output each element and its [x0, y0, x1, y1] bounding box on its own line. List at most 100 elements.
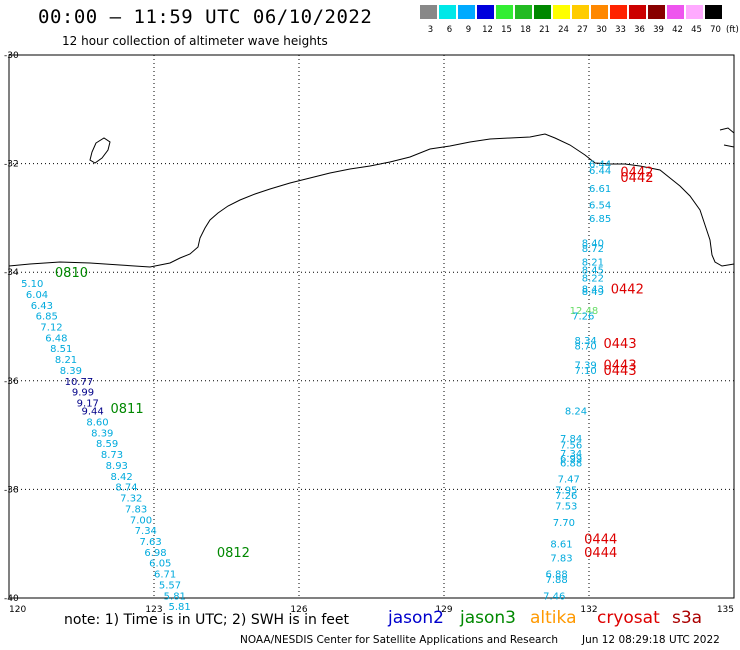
swh-value-label: 7.88 — [546, 575, 568, 586]
pass-time-label: 0810 — [55, 266, 88, 281]
color-swatch — [439, 5, 456, 19]
swh-value-label: 6.48 — [45, 333, 67, 344]
swh-value-label: 6.61 — [589, 184, 611, 195]
color-scale-unit: (ft) — [726, 25, 739, 35]
pass-time-label: 0811 — [111, 402, 144, 417]
swh-value-label: 9.44 — [82, 407, 104, 418]
swh-value-label: 8.39 — [60, 366, 82, 377]
swh-value-label: 6.85 — [589, 214, 611, 225]
color-swatch — [496, 5, 513, 19]
pass-time-label: 0442 — [620, 171, 653, 186]
swh-value-label: 7.63 — [140, 537, 162, 548]
swh-value-label: 8.72 — [582, 244, 604, 255]
color-swatch — [477, 5, 494, 19]
swh-value-label: 7.83 — [125, 504, 147, 515]
swh-value-label: 8.24 — [565, 407, 587, 418]
swh-value-label: 6.98 — [144, 548, 166, 559]
color-swatch — [458, 5, 475, 19]
swh-value-label: 7.34 — [560, 449, 582, 460]
swh-value-label: 7.34 — [135, 526, 157, 537]
swh-value-label: 6.88 — [560, 458, 582, 469]
legend-cryosat: cryosat — [597, 608, 660, 628]
pass-time-label: 0442 — [611, 282, 644, 297]
color-tick-label: 9 — [465, 25, 472, 35]
coastline-northeast — [719, 127, 735, 148]
swh-value-label: 7.84 — [560, 434, 582, 445]
color-tick-label: 33 — [615, 25, 626, 35]
swh-value-label: 7.00 — [130, 515, 152, 526]
color-tick-label: 27 — [577, 25, 588, 35]
swh-value-label: 7.39 — [575, 361, 597, 372]
swh-value-label: 6.04 — [26, 290, 48, 301]
swh-value-label: 8.60 — [86, 418, 108, 429]
swh-value-label: 5.10 — [21, 279, 43, 290]
color-tick-label: 30 — [596, 25, 607, 35]
generated-timestamp: Jun 12 08:29:18 UTC 2022 — [582, 634, 720, 646]
swh-value-label: 8.43 — [582, 284, 604, 295]
latitude-label: -38 — [4, 485, 19, 495]
color-swatch — [553, 5, 570, 19]
color-tick-label: 70 — [710, 25, 721, 35]
swh-value-label: 8.73 — [101, 450, 123, 461]
pass-time-label: 0443 — [604, 359, 637, 374]
swh-value-label: 7.12 — [40, 323, 62, 334]
color-tick-label: 42 — [672, 25, 683, 35]
coastline-australia — [8, 133, 735, 268]
credit-line: NOAA/NESDIS Center for Satellite Applica… — [240, 634, 558, 646]
longitude-label: 132 — [580, 605, 597, 615]
pass-time-label: 0443 — [604, 337, 637, 352]
color-swatch — [534, 5, 551, 19]
color-tick-label: 12 — [482, 25, 493, 35]
color-swatch — [705, 5, 722, 19]
latitude-label: -30 — [4, 51, 19, 61]
swh-value-label: 7.56 — [560, 440, 582, 451]
swh-value-label: 7.47 — [558, 475, 580, 486]
map-grid: 120 123 126 129 132 135 -30 -32 -34 -36 -38 -40 — [4, 51, 734, 615]
latitude-label: -34 — [4, 268, 19, 278]
swh-value-label: 7.53 — [555, 502, 577, 513]
longitude-label: 120 — [9, 605, 26, 615]
color-swatch — [667, 5, 684, 19]
color-swatch — [610, 5, 627, 19]
swh-value-label: 8.61 — [550, 540, 572, 551]
pass-time-label: 0444 — [584, 532, 617, 547]
color-tick-label: 15 — [501, 25, 512, 35]
swh-value-label: 6.43 — [31, 301, 53, 312]
swh-value-label: 7.26 — [555, 491, 577, 502]
swh-value-label: 8.39 — [91, 428, 113, 439]
legend-altika: altika — [530, 608, 577, 628]
legend-jason2: jason2 — [388, 608, 444, 628]
swh-value-label: 5.81 — [164, 591, 186, 602]
swh-value-label: 8.40 — [582, 238, 604, 249]
pass-time-label: 0443 — [604, 364, 637, 379]
coastline-island — [89, 137, 111, 164]
swh-value-label: 8.42 — [111, 472, 133, 483]
swh-value-label: 8.70 — [575, 342, 597, 353]
legend-s3a: s3a — [672, 608, 703, 628]
swh-value-label: 8.49 — [582, 287, 604, 298]
latitude-label: -40 — [4, 594, 19, 604]
swh-track-west: 5.106.046.436.857.126.488.518.218.3910.7… — [21, 279, 191, 613]
longitude-label: 126 — [290, 605, 307, 615]
swh-value-label: 8.22 — [582, 274, 604, 285]
pass-time-label: 0444 — [584, 546, 617, 561]
color-tick-label: 6 — [446, 25, 453, 35]
longitude-label: 135 — [717, 605, 734, 615]
swh-value-label: 8.59 — [96, 439, 118, 450]
swh-value-label: 9.99 — [72, 388, 94, 399]
swh-value-label: 5.81 — [169, 602, 191, 613]
swh-track-east: 6.446.44 6.61 6.54 6.85 8.408.72 8.218.458.22… — [543, 160, 611, 603]
color-swatch — [420, 5, 437, 19]
pass-time-label: 0442 — [620, 166, 653, 181]
color-tick-label: 36 — [634, 25, 645, 35]
swh-value-label: 6.44 — [589, 160, 611, 171]
swh-value-label: 8.34 — [575, 336, 597, 347]
map-frame — [8, 54, 735, 599]
map-subtitle: 12 hour collection of altimeter wave hei… — [62, 34, 328, 48]
latitude-label: -32 — [4, 160, 19, 170]
color-swatch — [648, 5, 665, 19]
swh-value-label: 7.83 — [550, 553, 572, 564]
longitude-label: 129 — [435, 605, 452, 615]
color-swatch — [629, 5, 646, 19]
